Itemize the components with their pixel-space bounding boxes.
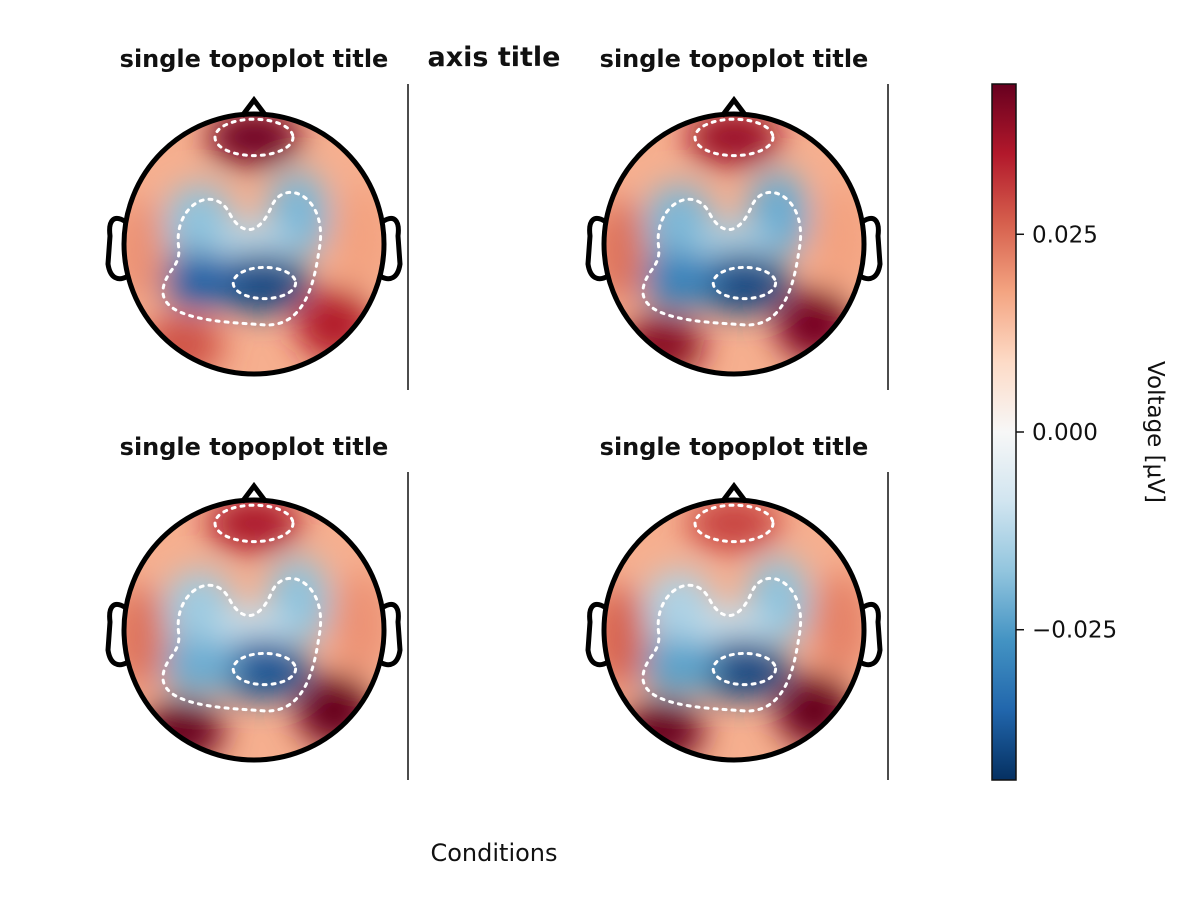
topoplot-2 [585, 95, 883, 377]
topoplot-region-parietal [211, 637, 310, 701]
colorbar: 0.025 0.000 −0.025 Voltage [μV] [991, 83, 1168, 781]
nose [720, 95, 748, 118]
zero-contour [641, 191, 803, 327]
zero-contour [161, 577, 323, 713]
topoplot-field [124, 114, 384, 374]
topoplot-region-temporal-right [812, 185, 864, 290]
topoplot-title-2: single topoplot title [600, 45, 869, 73]
topoplot-4 [585, 481, 883, 763]
topoplot-title-1: single topoplot title [120, 45, 389, 73]
topoplot-blobs [124, 114, 384, 374]
head-outline [121, 111, 387, 377]
head-outline [601, 497, 867, 763]
topoplot-region-temporal-left [604, 584, 649, 689]
parietal-contour [231, 651, 298, 687]
topoplot-region-parietal [691, 251, 790, 315]
parietal-contour [231, 265, 298, 301]
topoplot-region-parietal-left [160, 637, 239, 696]
nose [240, 95, 268, 118]
topoplot-region-temporal-right [332, 185, 384, 290]
topoplot-region-temporal-left [604, 198, 649, 303]
colorbar-tick-label: 0.025 [1032, 222, 1098, 248]
topoplot-field [604, 500, 864, 760]
colorbar-ticks: 0.025 0.000 −0.025 [1016, 222, 1117, 644]
topoplot-title-4: single topoplot title [600, 433, 869, 461]
topoplot-region-parietal [211, 251, 310, 315]
topoplot-region-parietal-left [640, 251, 719, 309]
left-ear [585, 216, 610, 282]
colorbar-tick-label: −0.025 [1032, 618, 1117, 644]
right-ear [378, 602, 403, 668]
topoplot-region-parietal-left [640, 637, 719, 696]
topoplot-region-temporal-right [332, 571, 384, 676]
topoplot-3 [105, 481, 403, 763]
left-ear [585, 602, 610, 668]
topoplot-region-temporal-right [812, 571, 864, 676]
topoplot-region-parietal [691, 637, 790, 701]
colorbar-label: Voltage [μV] [1142, 361, 1168, 503]
left-ear [105, 602, 130, 668]
frontal-contour [693, 117, 775, 158]
head-outline [601, 111, 867, 377]
parietal-contour [711, 651, 778, 687]
axis-title: axis title [428, 42, 561, 73]
left-ear [105, 216, 130, 282]
topoplot-field [604, 114, 864, 374]
x-axis-label: Conditions [430, 839, 557, 867]
nose [720, 481, 748, 504]
right-ear [378, 216, 403, 282]
parietal-contour [711, 265, 778, 301]
topoplot-1 [105, 95, 403, 377]
zero-contour [641, 577, 803, 713]
right-ear [858, 216, 883, 282]
zero-contour [161, 191, 323, 327]
frontal-contour [693, 503, 775, 544]
right-ear [858, 602, 883, 668]
nose [240, 481, 268, 504]
frontal-contour [213, 503, 295, 544]
colorbar-tick-label: 0.000 [1032, 420, 1098, 446]
frontal-contour [213, 117, 295, 158]
topoplot-region-parietal-left [160, 251, 239, 309]
topoplot-region-temporal-left [124, 584, 169, 689]
topoplot-region-temporal-left [124, 198, 169, 303]
head-outline [121, 497, 387, 763]
topoplot-title-3: single topoplot title [120, 433, 389, 461]
colorbar-gradient [991, 83, 1017, 781]
